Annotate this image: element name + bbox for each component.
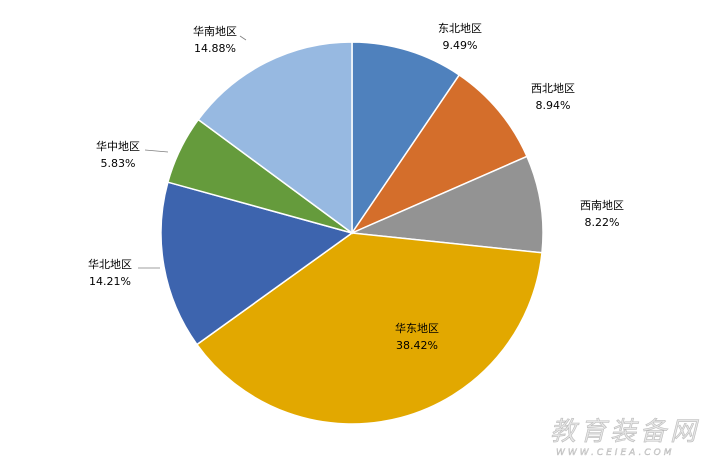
pie-slice-2 <box>349 155 544 254</box>
slice-label-value: 14.21% <box>89 275 131 288</box>
leader-line-6 <box>239 35 247 41</box>
pie-slice-6 <box>197 41 353 235</box>
slice-label-name: 华北地区 <box>88 257 132 271</box>
slice-label-value: 38.42% <box>396 339 438 352</box>
leader-line-5 <box>144 149 169 153</box>
slice-label-name: 东北地区 <box>438 22 482 35</box>
pie-slice-4 <box>160 181 354 346</box>
slice-label-name: 西北地区 <box>531 82 575 95</box>
slice-label-value: 8.94% <box>536 99 571 112</box>
pie-slice-3 <box>195 232 543 425</box>
pie-slice-0 <box>351 41 461 236</box>
pie-slice-1 <box>349 73 528 235</box>
watermark: 教育装备网 WWW.CEIEA.COM <box>550 417 700 458</box>
slice-label-value: 14.88% <box>194 42 236 55</box>
slice-label-value: 8.22% <box>585 216 620 229</box>
slice-label-value: 5.83% <box>101 157 136 170</box>
slice-label-value: 9.49% <box>443 39 478 52</box>
watermark-url: WWW.CEIEA.COM <box>556 448 674 458</box>
slice-label-name: 西南地区 <box>580 199 624 212</box>
slice-label-name: 华东地区 <box>395 321 439 335</box>
slice-label-name: 华中地区 <box>96 139 140 153</box>
slice-label-name: 华南地区 <box>193 24 237 38</box>
watermark-name: 教育装备网 <box>550 417 700 447</box>
